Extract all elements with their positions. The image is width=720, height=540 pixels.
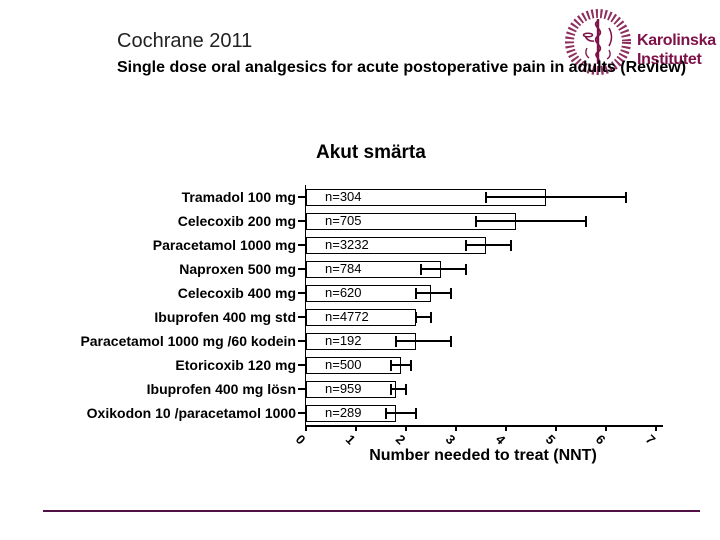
ci-cap-left — [414, 311, 418, 323]
ci-cap-right — [449, 287, 453, 299]
ci-cap-right — [509, 239, 513, 251]
category-label: Ibuprofen 400 mg lösn — [146, 381, 296, 397]
ci-cap-left — [384, 407, 388, 419]
ci-error-bar — [476, 219, 586, 223]
y-axis-tick — [298, 388, 305, 390]
footer-divider — [43, 510, 700, 512]
y-axis-tick — [298, 244, 305, 246]
x-axis-label: Number needed to treat (NNT) — [369, 447, 597, 464]
ci-error-bar — [386, 411, 416, 415]
ci-cap-left — [474, 215, 478, 227]
ci-error-bar — [391, 363, 411, 367]
ci-cap-right — [409, 359, 413, 371]
y-axis-tick — [298, 220, 305, 222]
ci-cap-left — [484, 191, 488, 203]
nnt-bar: n=705 — [306, 212, 516, 230]
sample-size-label: n=3232 — [325, 236, 369, 252]
ci-cap-right — [414, 407, 418, 419]
y-axis-tick — [298, 316, 305, 318]
nnt-bar: n=620 — [306, 284, 431, 302]
x-axis-tick — [655, 425, 657, 431]
karolinska-seal-icon — [565, 9, 631, 75]
category-label: Naproxen 500 mg — [179, 261, 296, 277]
category-label: Paracetamol 1000 mg — [152, 237, 296, 253]
ci-error-bar — [416, 291, 451, 295]
x-axis-tick — [405, 425, 407, 431]
x-tick-label: 0 — [292, 431, 309, 448]
category-label: Etoricoxib 120 mg — [175, 357, 296, 373]
title-block: Cochrane 2011 Single dose oral analgesic… — [117, 28, 686, 77]
ci-error-bar — [416, 315, 431, 319]
x-tick-label: 4 — [492, 431, 509, 448]
karolinska-wordmark-line2: Institutet — [637, 51, 702, 68]
category-label: Ibuprofen 400 mg std — [154, 309, 296, 325]
category-label: Celecoxib 400 mg — [177, 285, 296, 301]
x-tick-label: 1 — [342, 431, 359, 448]
ci-cap-right — [464, 263, 468, 275]
x-axis-tick — [455, 425, 457, 431]
y-axis-tick — [298, 292, 305, 294]
ci-cap-right — [584, 215, 588, 227]
karolinska-wordmark-line1: Karolinska — [637, 32, 716, 49]
category-label: Celecoxib 200 mg — [177, 213, 296, 229]
sample-size-label: n=289 — [325, 404, 362, 420]
sample-size-label: n=500 — [325, 356, 362, 372]
ci-cap-left — [394, 335, 398, 347]
ci-cap-right — [404, 383, 408, 395]
ci-error-bar — [391, 387, 406, 391]
x-tick-label: 5 — [542, 431, 559, 448]
category-label: Tramadol 100 mg — [181, 189, 296, 205]
x-axis-tick — [555, 425, 557, 431]
y-axis-tick — [298, 364, 305, 366]
sample-size-label: n=620 — [325, 284, 362, 300]
ci-cap-left — [389, 383, 393, 395]
ci-error-bar — [486, 195, 626, 199]
ci-cap-left — [419, 263, 423, 275]
nnt-bar: n=784 — [306, 260, 441, 278]
nnt-bar: n=500 — [306, 356, 401, 374]
y-axis-line — [304, 185, 306, 427]
nnt-bar: n=4772 — [306, 308, 416, 326]
sample-size-label: n=784 — [325, 260, 362, 276]
y-axis-tick — [298, 196, 305, 198]
nnt-bar-chart-plot-area: Tramadol 100 mg n=304 Celecoxib 200 mg n=70… — [80, 185, 666, 447]
category-label: Oxikodon 10 /paracetamol 1000 — [86, 405, 296, 421]
ci-cap-left — [414, 287, 418, 299]
ci-error-bar — [421, 267, 466, 271]
ci-cap-right — [624, 191, 628, 203]
y-axis-tick — [298, 268, 305, 270]
ci-cap-right — [429, 311, 433, 323]
x-tick-label: 6 — [592, 431, 609, 448]
sample-size-label: n=705 — [325, 212, 362, 228]
x-axis-line — [304, 425, 663, 427]
slide-subtitle: Single dose oral analgesics for acute po… — [117, 59, 687, 76]
ci-cap-left — [389, 359, 393, 371]
sample-size-label: n=4772 — [325, 308, 369, 324]
slide-title: Cochrane 2011 — [117, 30, 253, 52]
ci-cap-left — [464, 239, 468, 251]
ci-error-bar — [396, 339, 451, 343]
nnt-bar: n=192 — [306, 332, 416, 350]
sample-size-label: n=959 — [325, 380, 362, 396]
category-label: Paracetamol 1000 mg /60 kodein — [80, 333, 296, 349]
x-axis-tick — [355, 425, 357, 431]
chart-title: Akut smärta — [316, 142, 426, 163]
ci-error-bar — [466, 243, 511, 247]
x-axis-tick — [505, 425, 507, 431]
nnt-bar: n=959 — [306, 380, 396, 398]
nnt-bar: n=289 — [306, 404, 396, 422]
y-axis-tick — [298, 412, 305, 414]
sample-size-label: n=304 — [325, 188, 362, 204]
karolinska-wordmark: Karolinska Institutet — [637, 31, 716, 69]
y-axis-tick — [298, 340, 305, 342]
x-tick-label: 2 — [392, 431, 409, 448]
ci-cap-right — [449, 335, 453, 347]
x-tick-label: 3 — [442, 431, 459, 448]
nnt-bar: n=3232 — [306, 236, 486, 254]
sample-size-label: n=192 — [325, 332, 362, 348]
x-axis-tick — [305, 425, 307, 431]
x-axis-tick — [605, 425, 607, 431]
x-tick-label: 7 — [642, 431, 659, 448]
